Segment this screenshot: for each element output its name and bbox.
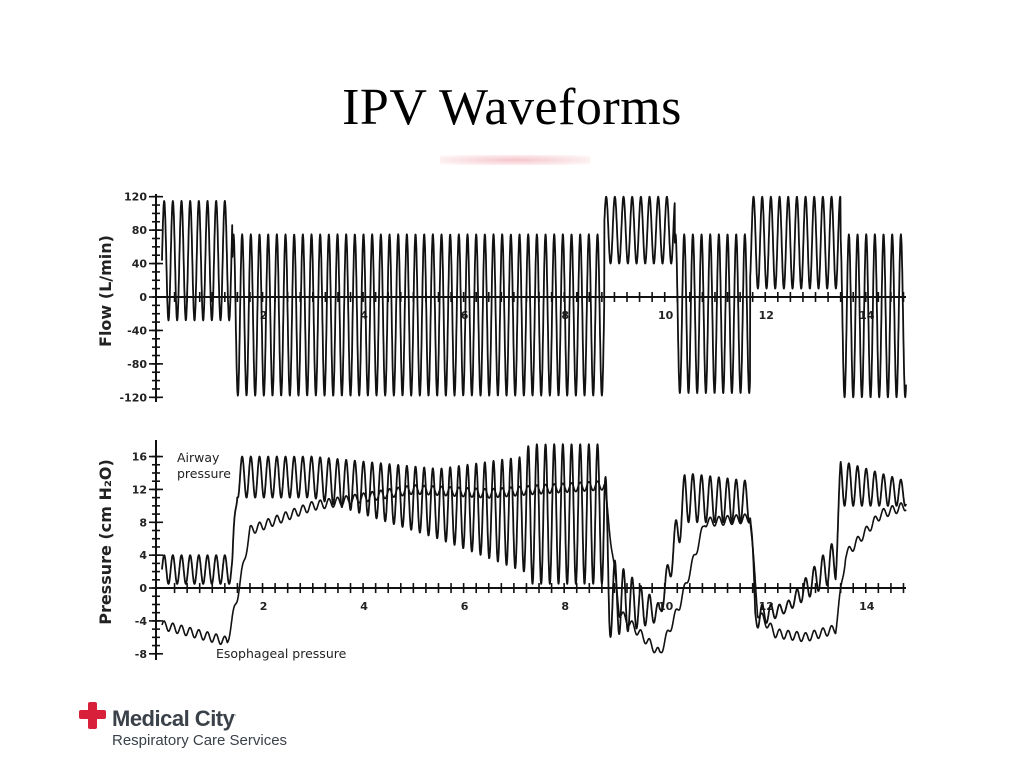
pressure-x-tick-label: 6 (461, 600, 469, 613)
airway-pressure-annotation: Airway pressure (177, 450, 231, 481)
slide-title: IPV Waveforms (342, 79, 682, 136)
medical-city-cross-icon (79, 702, 106, 729)
flow-y-tick-label: -120 (119, 391, 147, 404)
pressure-x-tick-label: 2 (260, 600, 268, 613)
airway-pressure-line (161, 443, 907, 638)
flow-x-tick-label: 4 (360, 309, 368, 322)
pressure-y-axis-label: Pressure (cm H₂O) (96, 459, 115, 625)
flow-x-tick-label: 14 (859, 309, 875, 322)
pressure-y-tick-label: -8 (135, 648, 147, 661)
pressure-y-tick-label: 0 (139, 582, 147, 595)
pressure-x-tick-label: 14 (859, 600, 875, 613)
esophageal-pressure-annotation: Esophageal pressure (216, 646, 347, 661)
flow-y-tick-label: 40 (132, 258, 148, 271)
flow-y-tick-label: -40 (127, 324, 147, 337)
pressure-chart: Pressure (cm H₂O) Airway pressure Esopha… (96, 440, 907, 661)
flow-y-tick-label: -80 (127, 358, 147, 371)
pressure-x-tick-label: 4 (360, 600, 368, 613)
pressure-y-tick-label: -4 (135, 615, 148, 628)
logo-name: Medical City· (112, 706, 237, 731)
flow-y-tick-label: 80 (132, 224, 148, 237)
pressure-y-tick-label: 4 (139, 549, 147, 562)
flow-series-line (161, 195, 907, 399)
logo-subtitle: Respiratory Care Services (112, 732, 288, 749)
esophageal-pressure-line (161, 480, 907, 654)
pressure-y-tick-label: 8 (139, 516, 147, 529)
flow-x-tick-label: 2 (260, 309, 268, 322)
flow-x-tick-label: 10 (658, 309, 674, 322)
flow-y-tick-label: 120 (124, 191, 147, 204)
pressure-x-tick-label: 8 (561, 600, 569, 613)
flow-x-tick-label: 12 (759, 309, 774, 322)
pressure-y-tick-label: 16 (132, 451, 148, 464)
flow-y-axis-label: Flow (L/min) (96, 235, 115, 347)
flow-y-tick-label: 0 (139, 291, 147, 304)
title-accent-glow (440, 155, 590, 165)
pressure-y-tick-label: 12 (132, 483, 147, 496)
